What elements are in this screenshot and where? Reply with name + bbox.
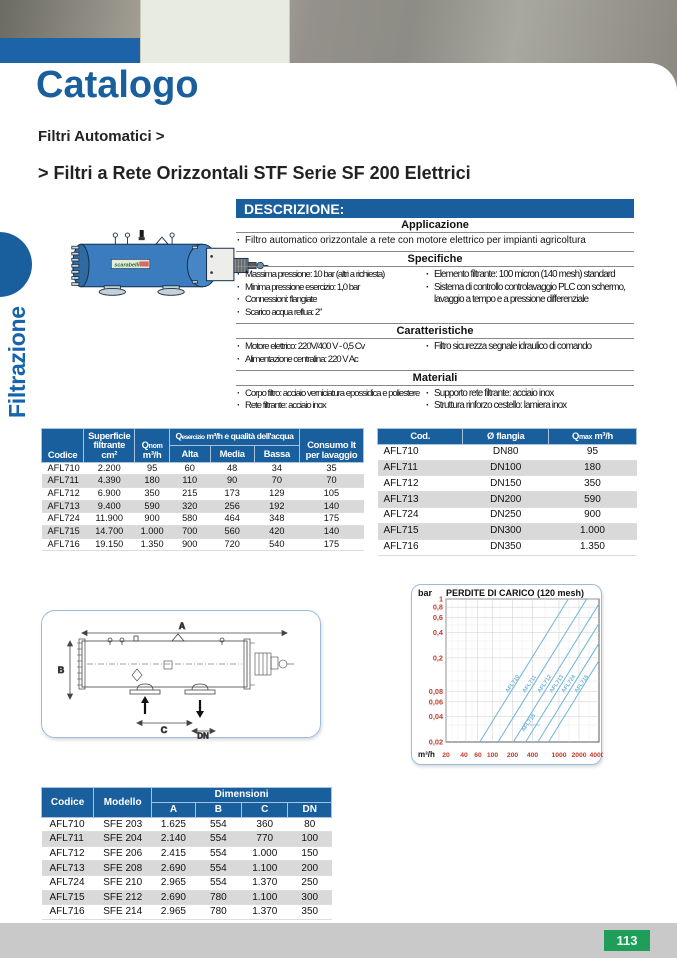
svg-text:A: A <box>179 621 186 631</box>
svg-text:DN: DN <box>197 732 209 741</box>
svg-text:PERDITE DI CARICO (120 mesh): PERDITE DI CARICO (120 mesh) <box>446 588 584 598</box>
svg-text:0,4: 0,4 <box>433 628 444 637</box>
svg-text:0,02: 0,02 <box>429 738 443 747</box>
svg-text:scarabelli: scarabelli <box>114 263 140 269</box>
svg-text:0,06: 0,06 <box>429 697 443 706</box>
svg-text:bar: bar <box>418 588 433 598</box>
svg-text:0,04: 0,04 <box>429 712 444 721</box>
svg-text:2000: 2000 <box>571 752 586 759</box>
svg-text:C: C <box>161 725 168 735</box>
svg-text:0,08: 0,08 <box>429 687 443 696</box>
svg-text:0,2: 0,2 <box>433 653 443 662</box>
svg-text:0,6: 0,6 <box>433 613 443 622</box>
svg-text:0,8: 0,8 <box>433 603 443 612</box>
svg-text:200: 200 <box>507 752 519 759</box>
svg-text:m³/h: m³/h <box>418 750 435 759</box>
svg-text:1000: 1000 <box>551 752 566 759</box>
svg-text:100: 100 <box>487 752 499 759</box>
svg-text:20: 20 <box>442 752 450 759</box>
svg-text:40: 40 <box>460 752 468 759</box>
svg-text:60: 60 <box>474 752 482 759</box>
svg-text:4000: 4000 <box>589 752 603 759</box>
svg-text:400: 400 <box>527 752 539 759</box>
svg-text:B: B <box>58 665 65 675</box>
